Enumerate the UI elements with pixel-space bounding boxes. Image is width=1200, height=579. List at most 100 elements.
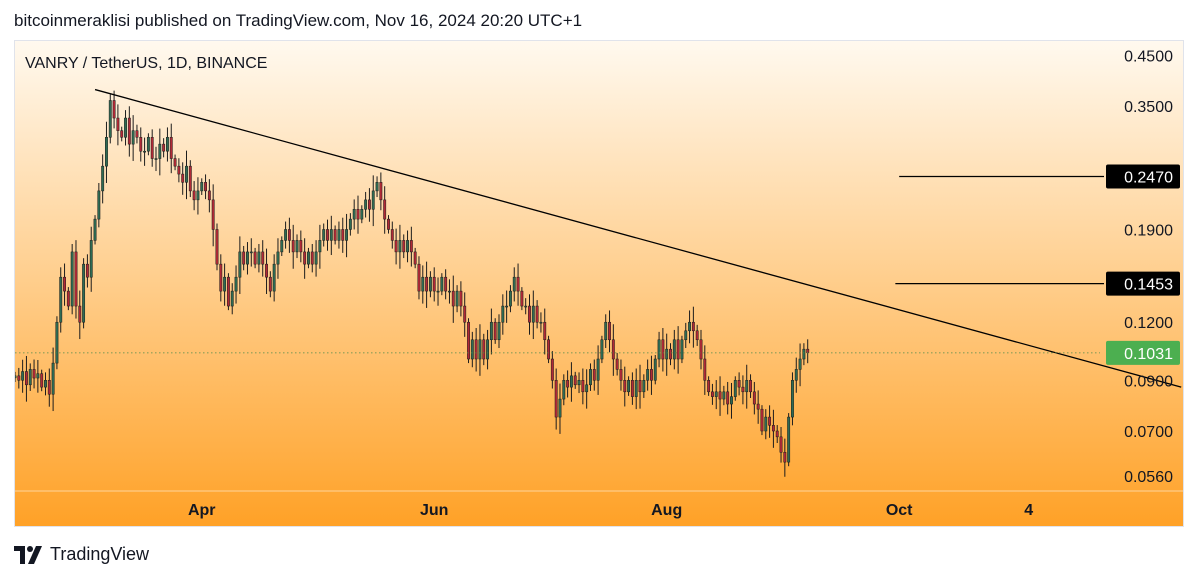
candle xyxy=(70,243,74,315)
candle-up-body xyxy=(589,369,592,386)
candle xyxy=(390,221,394,249)
candle-up-body xyxy=(185,165,188,183)
chart-panel[interactable]: 0.4500 0.3500 0.1900 0.1200 0.0900 0.0700 0.05… xyxy=(14,40,1184,527)
candle xyxy=(653,355,657,385)
candle xyxy=(554,368,558,430)
candle-up-body xyxy=(234,276,238,292)
candle-down-body xyxy=(474,339,478,360)
candle-up-body xyxy=(486,339,490,360)
candle xyxy=(375,176,379,198)
candle-down-body xyxy=(85,263,89,278)
candle-down-body xyxy=(547,339,550,360)
candle-down-body xyxy=(253,251,257,265)
candle xyxy=(215,223,219,271)
candle-up-body xyxy=(166,137,169,152)
candle-up-body xyxy=(154,158,158,160)
candle-up-body xyxy=(585,384,589,393)
candle-up-body xyxy=(634,380,638,397)
last-price-tag-bg xyxy=(1106,340,1180,365)
candle xyxy=(676,326,680,374)
candle xyxy=(371,175,375,227)
candle xyxy=(691,306,695,348)
candle xyxy=(730,382,733,419)
tradingview-logo-icon[interactable] xyxy=(14,545,42,564)
candle-up-body xyxy=(280,240,284,253)
candle xyxy=(611,324,615,376)
candle-up-body xyxy=(501,305,505,323)
candle xyxy=(204,174,207,200)
candle-up-body xyxy=(604,321,608,341)
candle-down-body xyxy=(573,375,577,386)
chart-title: VANRY / TetherUS, 1D, BINANCE xyxy=(25,55,267,72)
candle-down-body xyxy=(112,100,116,119)
candle xyxy=(470,331,474,368)
candle xyxy=(230,283,234,315)
candle-down-body xyxy=(265,263,268,278)
candle-up-body xyxy=(36,373,40,379)
candle-down-body xyxy=(425,276,429,292)
candle-up-body xyxy=(665,348,669,360)
candle xyxy=(387,215,390,234)
candle-down-body xyxy=(566,380,570,388)
candle xyxy=(714,380,718,410)
candle-down-body xyxy=(367,199,371,210)
candle xyxy=(528,294,531,335)
candle-down-body xyxy=(703,358,707,381)
candle-down-body xyxy=(771,425,775,432)
candle-down-body xyxy=(326,229,329,241)
candle xyxy=(127,106,131,157)
candle xyxy=(493,318,497,344)
candle-down-body xyxy=(718,391,722,400)
candle-down-body xyxy=(608,321,611,341)
candle-up-body xyxy=(470,339,474,360)
candle-up-body xyxy=(684,330,688,341)
candle-down-body xyxy=(493,321,497,341)
candle-down-body xyxy=(127,117,131,145)
candle xyxy=(287,217,291,253)
candle xyxy=(348,213,352,236)
candle-up-body xyxy=(352,209,356,220)
candle xyxy=(474,328,478,372)
publisher-line: bitcoinmeraklisi published on TradingVie… xyxy=(14,11,583,30)
candle-down-body xyxy=(135,130,139,138)
candle-down-body xyxy=(592,369,596,381)
candle xyxy=(85,254,89,288)
axes-layer: 0.4500 0.3500 0.1900 0.1200 0.0900 0.0700 0.05… xyxy=(15,48,1183,519)
candle xyxy=(710,383,714,405)
price-level-tag-bg xyxy=(1106,271,1180,296)
candle xyxy=(124,110,127,146)
candle-up-body xyxy=(531,305,535,323)
candle xyxy=(497,314,501,349)
candle-down-body xyxy=(630,380,634,397)
candle xyxy=(672,329,676,370)
candle xyxy=(463,292,467,337)
candle xyxy=(162,138,166,158)
candle-down-body xyxy=(783,452,787,463)
candle xyxy=(665,333,669,376)
candle xyxy=(78,290,82,340)
candle xyxy=(108,94,112,144)
candle-down-body xyxy=(211,199,215,230)
candle-down-body xyxy=(417,263,421,292)
candle-up-body xyxy=(196,190,200,201)
candle xyxy=(737,372,741,396)
candle xyxy=(120,126,124,142)
candle xyxy=(21,359,25,393)
candle-down-body xyxy=(356,209,360,220)
footer-brand[interactable]: TradingView xyxy=(50,544,150,564)
candle xyxy=(524,298,528,315)
candle xyxy=(314,240,318,277)
candle xyxy=(242,245,246,271)
candle xyxy=(249,238,253,267)
candle-up-body xyxy=(714,391,718,397)
candle-up-body xyxy=(448,290,451,293)
candlestick-chart[interactable]: 0.4500 0.3500 0.1900 0.1200 0.0900 0.0700 0.05… xyxy=(15,41,1184,527)
candle-up-body xyxy=(421,276,425,292)
candle xyxy=(131,115,135,161)
candle-down-body xyxy=(299,240,303,253)
candle-down-body xyxy=(543,321,547,341)
candle-down-body xyxy=(226,276,230,307)
candle-up-body xyxy=(798,358,802,370)
candle-down-body xyxy=(268,276,272,292)
candle-down-body xyxy=(177,165,181,175)
